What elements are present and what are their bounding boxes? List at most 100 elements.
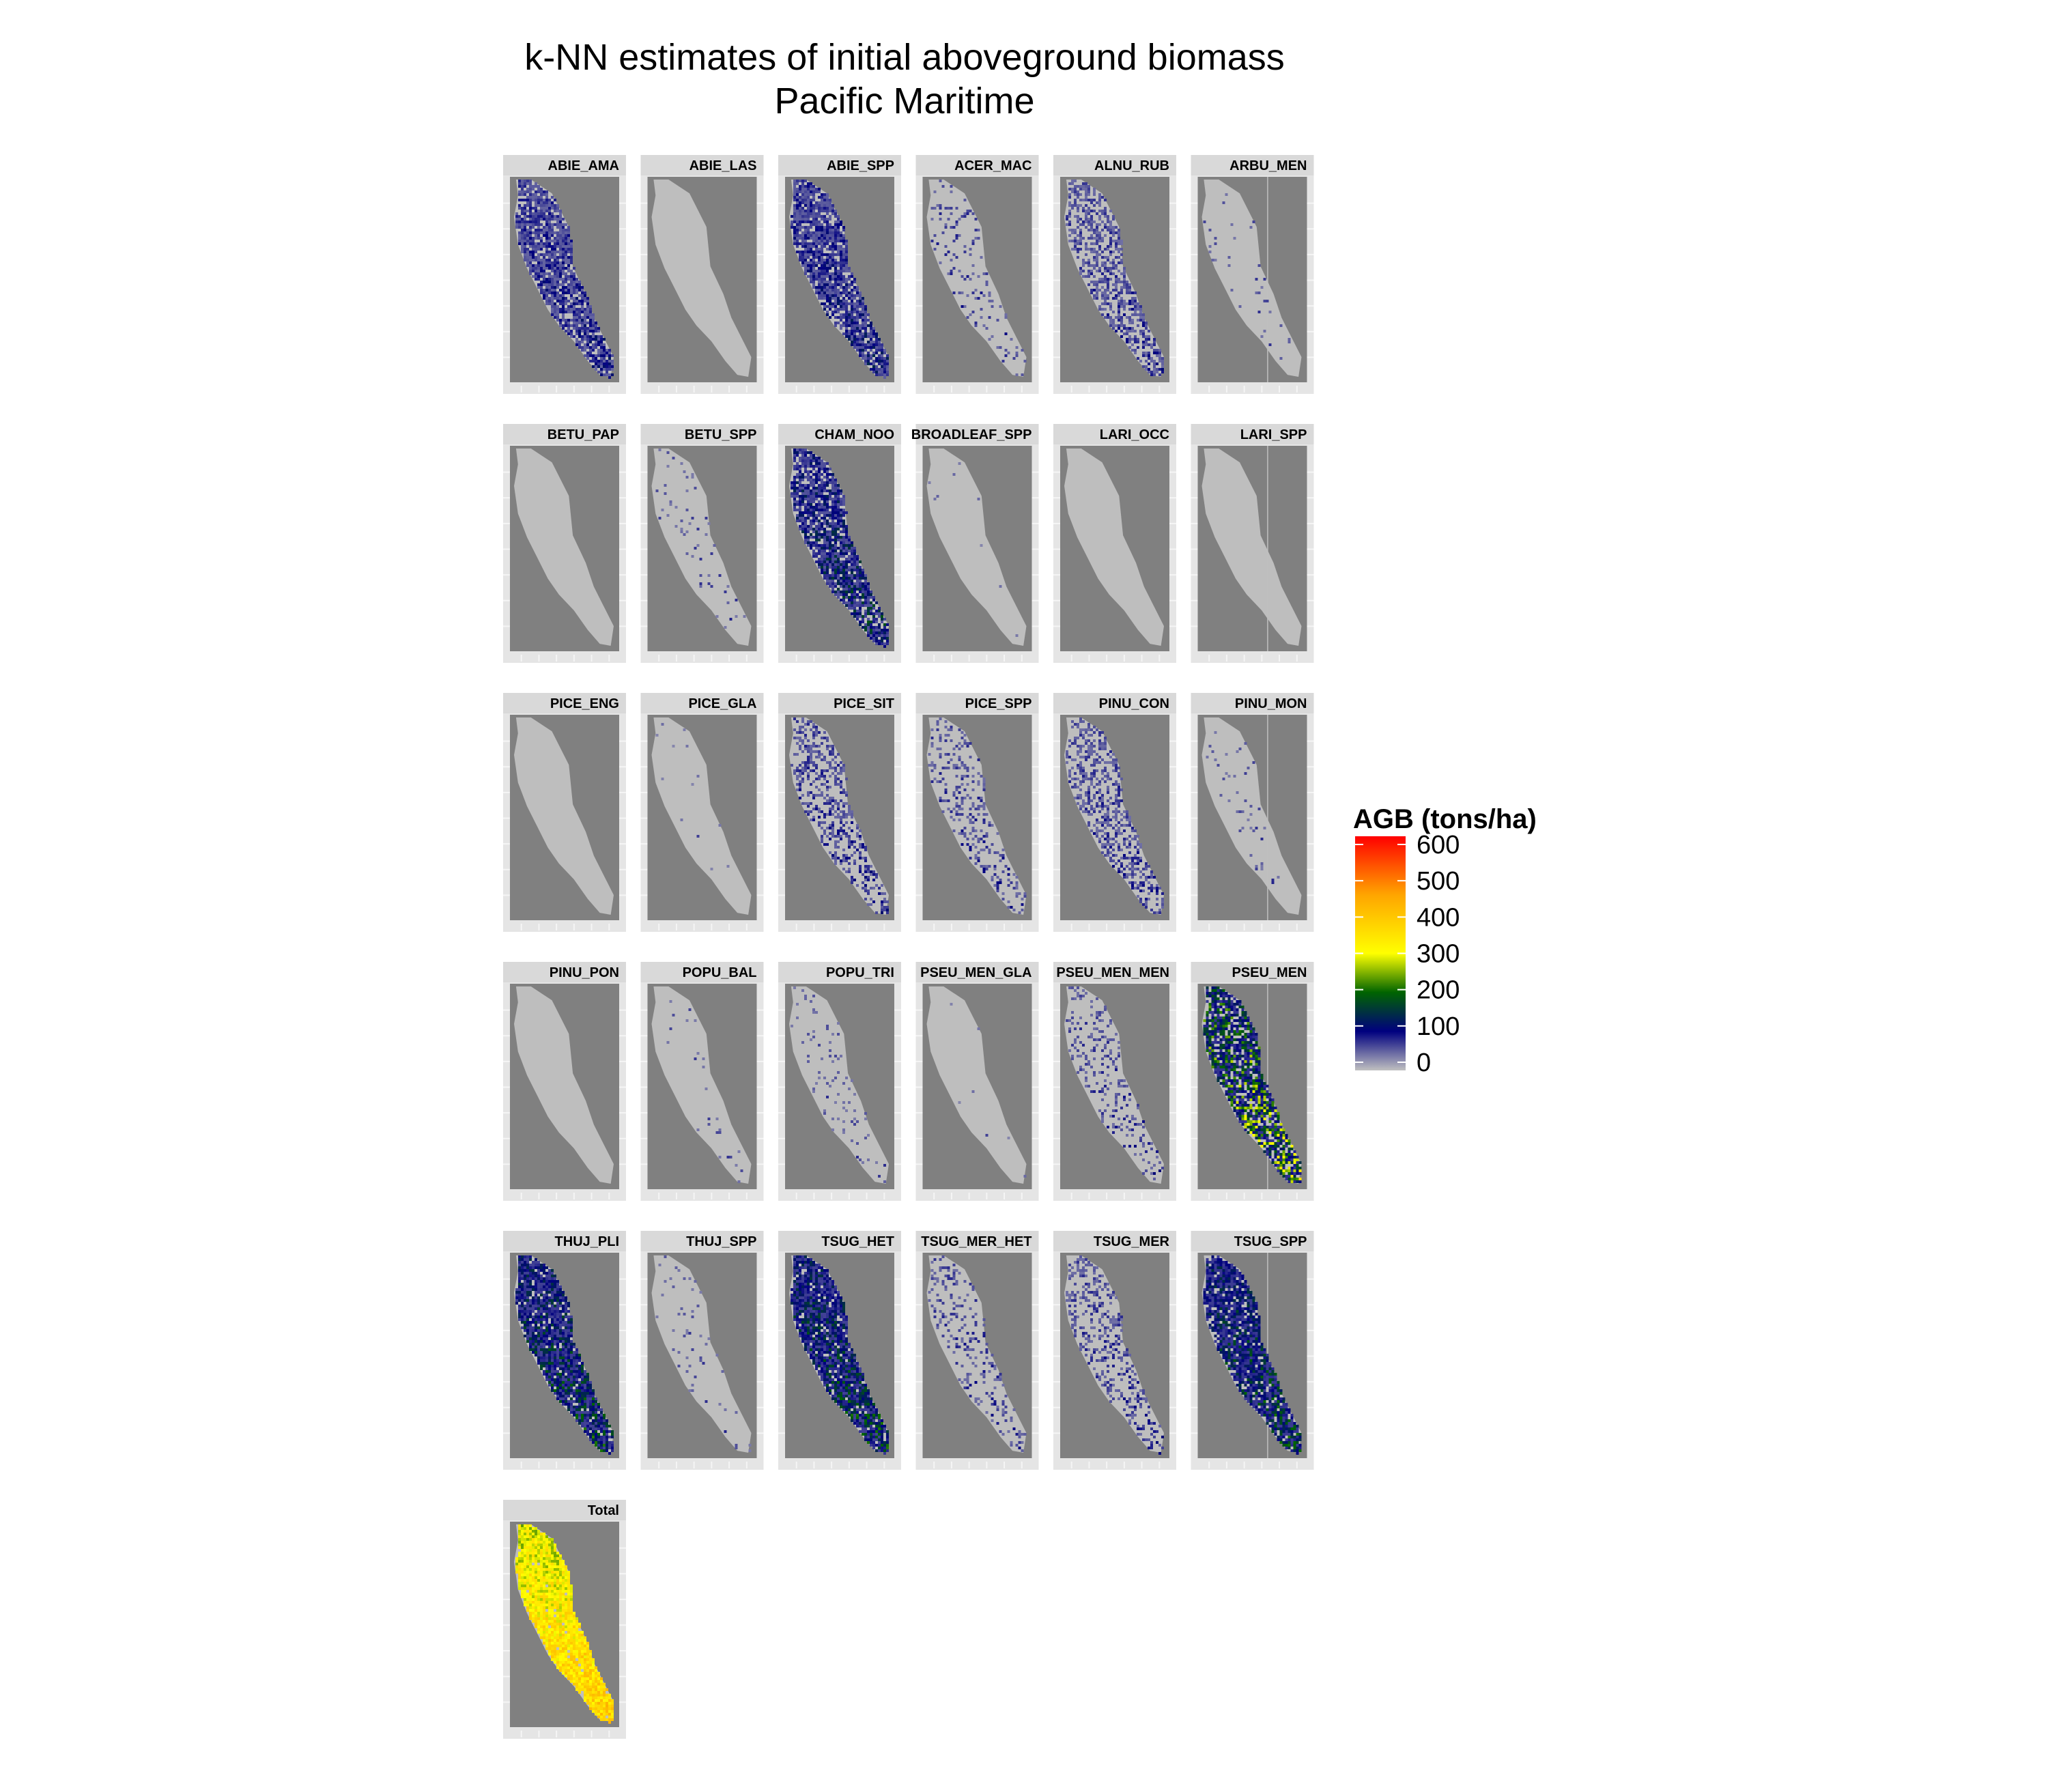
biomass-cell [540, 242, 543, 245]
biomass-cell [793, 459, 796, 462]
biomass-cell [853, 550, 856, 552]
biomass-cell [947, 251, 950, 253]
axis-tick [1191, 574, 1198, 576]
biomass-cell [537, 242, 540, 245]
biomass-cell [826, 500, 829, 503]
biomass-cell [1096, 281, 1098, 283]
biomass-cell [1137, 857, 1139, 859]
biomass-cell [685, 509, 689, 511]
biomass-cell [1090, 728, 1093, 731]
biomass-cell [567, 311, 570, 313]
biomass-cell [799, 487, 801, 489]
axis-tick [1296, 386, 1298, 393]
biomass-cell [548, 297, 551, 300]
biomass-cell [1131, 859, 1134, 862]
biomass-cell [1145, 343, 1148, 346]
biomass-cell [963, 767, 967, 769]
axis-tick [894, 599, 901, 601]
biomass-cell [862, 338, 864, 341]
biomass-cell [821, 495, 823, 498]
biomass-cell [1139, 360, 1142, 362]
biomass-cell [586, 357, 589, 360]
biomass-cell [1007, 868, 1010, 870]
biomass-cell [540, 283, 543, 286]
biomass-cell [521, 182, 524, 185]
biomass-cell [823, 517, 826, 520]
biomass-cell [939, 717, 942, 720]
biomass-cell [821, 237, 823, 240]
biomass-cell [870, 335, 872, 338]
biomass-cell [834, 264, 837, 267]
biomass-cell [826, 577, 829, 580]
biomass-cell [535, 278, 537, 281]
biomass-cell [859, 610, 862, 612]
biomass-cell [842, 226, 845, 229]
biomass-cell [548, 204, 551, 207]
biomass-cell [1077, 797, 1079, 799]
biomass-cell [936, 748, 939, 750]
biomass-cell [810, 547, 812, 550]
biomass-cell [515, 215, 518, 218]
biomass-cell [524, 204, 526, 207]
biomass-cell [829, 767, 831, 769]
biomass-cell [810, 267, 812, 270]
biomass-cell [840, 767, 842, 769]
biomass-cell [584, 291, 586, 294]
biomass-cell [831, 827, 834, 829]
biomass-cell [592, 357, 595, 360]
biomass-cell [515, 226, 518, 229]
biomass-cell [881, 365, 883, 368]
biomass-cell [815, 772, 818, 775]
biomass-cell [793, 449, 796, 451]
biomass-cell [837, 533, 840, 536]
biomass-cell [831, 242, 834, 245]
biomass-cell [842, 324, 845, 327]
biomass-cell [521, 226, 524, 229]
biomass-cell [1098, 838, 1101, 840]
biomass-cell [881, 368, 883, 371]
biomass-cell [1112, 234, 1115, 237]
biomass-cell [658, 517, 662, 520]
biomass-cell [1068, 221, 1071, 223]
biomass-cell [1123, 838, 1126, 840]
biomass-cell [551, 270, 554, 272]
biomass-cell [823, 566, 826, 569]
biomass-cell [867, 612, 870, 615]
biomass-cell [537, 223, 540, 226]
axis-tick [1053, 843, 1060, 845]
biomass-cell [1288, 338, 1291, 341]
biomass-cell [867, 618, 870, 621]
biomass-cell [1074, 778, 1077, 780]
biomass-cell [834, 498, 837, 500]
biomass-cell [600, 341, 603, 343]
biomass-cell [1145, 335, 1148, 338]
biomass-cell [532, 270, 535, 272]
biomass-cell [543, 253, 545, 256]
biomass-cell [834, 775, 837, 778]
biomass-cell [870, 327, 872, 330]
biomass-cell [537, 234, 540, 237]
biomass-cell [529, 259, 532, 261]
biomass-cell [1068, 756, 1071, 758]
biomass-cell [993, 873, 997, 876]
biomass-cell [1077, 207, 1079, 210]
biomass-cell [807, 261, 810, 264]
biomass-cell [815, 251, 818, 253]
biomass-cell [799, 256, 801, 259]
biomass-cell [1104, 226, 1107, 229]
biomass-cell [1112, 838, 1115, 840]
biomass-cell [551, 281, 554, 283]
biomass-cell [1085, 808, 1087, 810]
biomass-cell [859, 291, 862, 294]
biomass-cell [842, 525, 845, 528]
biomass-cell [1087, 797, 1090, 799]
axis-tick [1106, 386, 1108, 393]
biomass-cell [791, 487, 793, 489]
biomass-cell [1126, 327, 1128, 330]
biomass-cell [1090, 742, 1093, 745]
biomass-cell [1107, 810, 1109, 813]
axis-tick [619, 740, 626, 742]
biomass-cell [961, 215, 964, 218]
biomass-cell [515, 212, 518, 215]
biomass-cell [540, 215, 543, 218]
